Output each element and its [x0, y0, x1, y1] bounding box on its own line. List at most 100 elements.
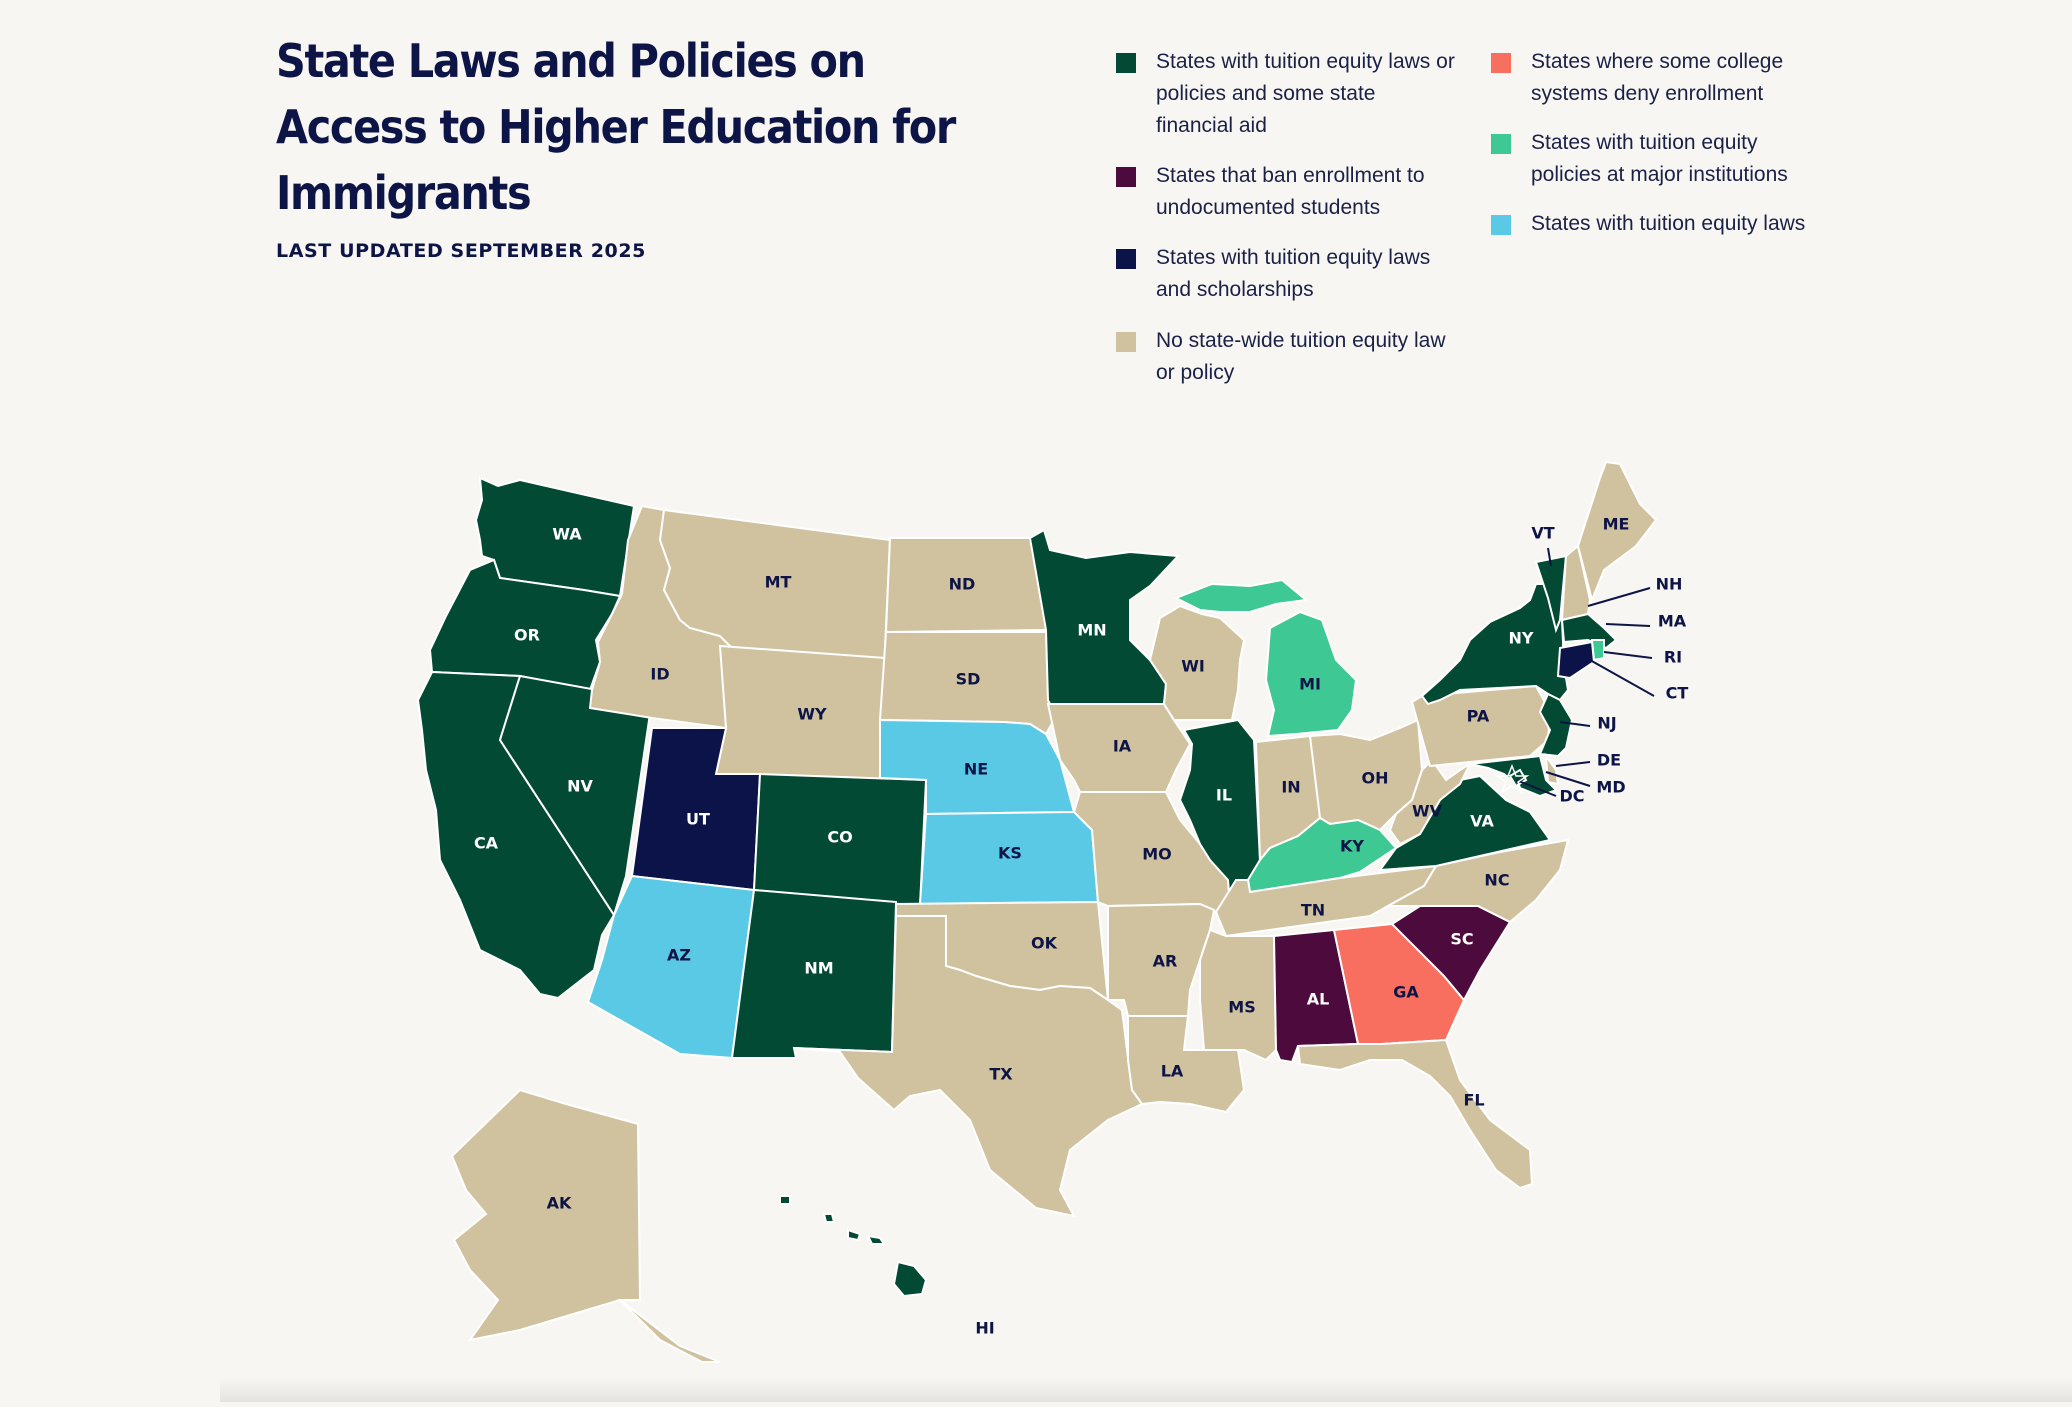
state-ar[interactable]	[1107, 902, 1216, 1017]
legend-swatch	[1491, 53, 1511, 73]
bottom-fade	[220, 1378, 2072, 1402]
state-label-hi: HI	[975, 1319, 994, 1338]
state-label-sd: SD	[956, 670, 981, 689]
state-label-dc: DC	[1559, 787, 1584, 806]
legend-item: States with tuition equity laws and scho…	[1116, 242, 1456, 306]
legend-label: States that ban enrollment to undocument…	[1156, 164, 1425, 219]
legend: States with tuition equity laws or polic…	[1116, 46, 1876, 406]
state-label-nd: ND	[949, 575, 976, 594]
state-label-tx: TX	[989, 1065, 1013, 1084]
state-label-me: ME	[1603, 515, 1630, 534]
leader-line-ma	[1605, 623, 1651, 627]
state-label-ks: KS	[998, 844, 1022, 863]
legend-label: States where some college systems deny e…	[1531, 50, 1784, 105]
leader-line-nj	[1559, 721, 1591, 727]
state-nc[interactable]	[1384, 838, 1570, 924]
state-label-wa: WA	[552, 525, 582, 544]
state-label-or: OR	[514, 626, 540, 645]
state-ny[interactable]	[1420, 583, 1570, 706]
state-label-fl: FL	[1463, 1091, 1484, 1110]
state-label-wy: WY	[797, 705, 827, 724]
state-label-sc: SC	[1450, 930, 1473, 949]
legend-item: No state-wide tuition equity law or poli…	[1116, 325, 1456, 389]
state-label-nj: NJ	[1597, 714, 1616, 733]
state-label-nm: NM	[804, 959, 833, 978]
state-label-mi: MI	[1299, 675, 1321, 694]
state-label-ms: MS	[1228, 998, 1255, 1017]
leader-line-nh	[1587, 587, 1651, 607]
legend-item: States with tuition equity policies at m…	[1491, 127, 1831, 191]
state-de[interactable]	[1544, 752, 1560, 786]
state-label-mo: MO	[1142, 845, 1172, 864]
state-nh[interactable]	[1560, 544, 1592, 622]
state-la[interactable]	[1127, 1015, 1246, 1114]
state-label-id: ID	[650, 665, 669, 684]
last-updated-label: LAST UPDATED SEPTEMBER 2025	[276, 240, 646, 262]
state-fl[interactable]	[1296, 1038, 1534, 1190]
state-ms[interactable]	[1199, 928, 1278, 1062]
state-label-la: LA	[1161, 1062, 1184, 1081]
state-label-mt: MT	[765, 573, 792, 592]
state-wi[interactable]	[1129, 604, 1246, 721]
legend-item: States that ban enrollment to undocument…	[1116, 160, 1456, 224]
state-il[interactable]	[1178, 718, 1262, 905]
state-mi[interactable]	[1173, 578, 1358, 738]
state-mn[interactable]	[1028, 528, 1181, 705]
state-label-ut: UT	[686, 810, 710, 829]
state-me[interactable]	[1576, 460, 1658, 604]
state-ak[interactable]	[450, 1088, 721, 1363]
legend-swatch	[1491, 134, 1511, 154]
state-label-ne: NE	[964, 760, 988, 779]
state-label-in: IN	[1281, 778, 1300, 797]
state-label-co: CO	[827, 828, 852, 847]
state-nj[interactable]	[1538, 692, 1574, 758]
state-ne[interactable]	[879, 718, 1076, 816]
legend-swatch	[1116, 249, 1136, 269]
state-label-nc: NC	[1484, 871, 1509, 890]
state-label-pa: PA	[1467, 707, 1490, 726]
legend-label: No state-wide tuition equity law or poli…	[1156, 329, 1446, 384]
page-title: State Laws and Policies on Access to Hig…	[276, 34, 956, 220]
state-label-al: AL	[1307, 990, 1330, 1009]
leader-line-de	[1555, 761, 1591, 767]
leader-line-vt	[1547, 547, 1552, 567]
state-label-ga: GA	[1393, 983, 1419, 1002]
state-label-az: AZ	[667, 946, 691, 965]
legend-item: States where some college systems deny e…	[1491, 46, 1831, 110]
legend-swatch	[1116, 53, 1136, 73]
state-label-tn: TN	[1301, 901, 1325, 920]
state-label-va: VA	[1470, 812, 1494, 831]
state-label-ct: CT	[1666, 684, 1689, 703]
state-vt[interactable]	[1534, 554, 1568, 634]
legend-label: States with tuition equity policies at m…	[1531, 131, 1788, 186]
legend-swatch	[1491, 215, 1511, 235]
state-label-ak: AK	[547, 1194, 572, 1213]
state-label-de: DE	[1597, 751, 1621, 770]
state-label-ar: AR	[1153, 952, 1178, 971]
legend-label: States with tuition equity laws	[1531, 212, 1806, 235]
state-label-il: IL	[1216, 786, 1232, 805]
leader-line-ri	[1603, 651, 1653, 659]
state-label-oh: OH	[1362, 769, 1389, 788]
legend-swatch	[1116, 167, 1136, 187]
state-label-ri: RI	[1664, 648, 1682, 667]
state-label-wv: WV	[1412, 802, 1443, 821]
legend-item: States with tuition equity laws	[1491, 208, 1831, 240]
legend-item: States with tuition equity laws or polic…	[1116, 46, 1456, 142]
state-label-mn: MN	[1077, 621, 1106, 640]
state-label-ca: CA	[474, 834, 499, 853]
state-tx[interactable]	[793, 915, 1144, 1218]
state-label-ny: NY	[1509, 629, 1534, 648]
state-label-nv: NV	[567, 777, 593, 796]
state-ct[interactable]	[1556, 640, 1596, 680]
dc-star-icon	[1494, 763, 1530, 794]
state-hi[interactable]	[779, 1195, 928, 1298]
state-label-ma: MA	[1658, 612, 1687, 631]
legend-swatch	[1116, 332, 1136, 352]
state-label-ia: IA	[1113, 737, 1132, 756]
state-label-ky: KY	[1340, 837, 1364, 856]
legend-label: States with tuition equity laws or polic…	[1156, 50, 1455, 137]
state-label-ok: OK	[1031, 934, 1058, 953]
